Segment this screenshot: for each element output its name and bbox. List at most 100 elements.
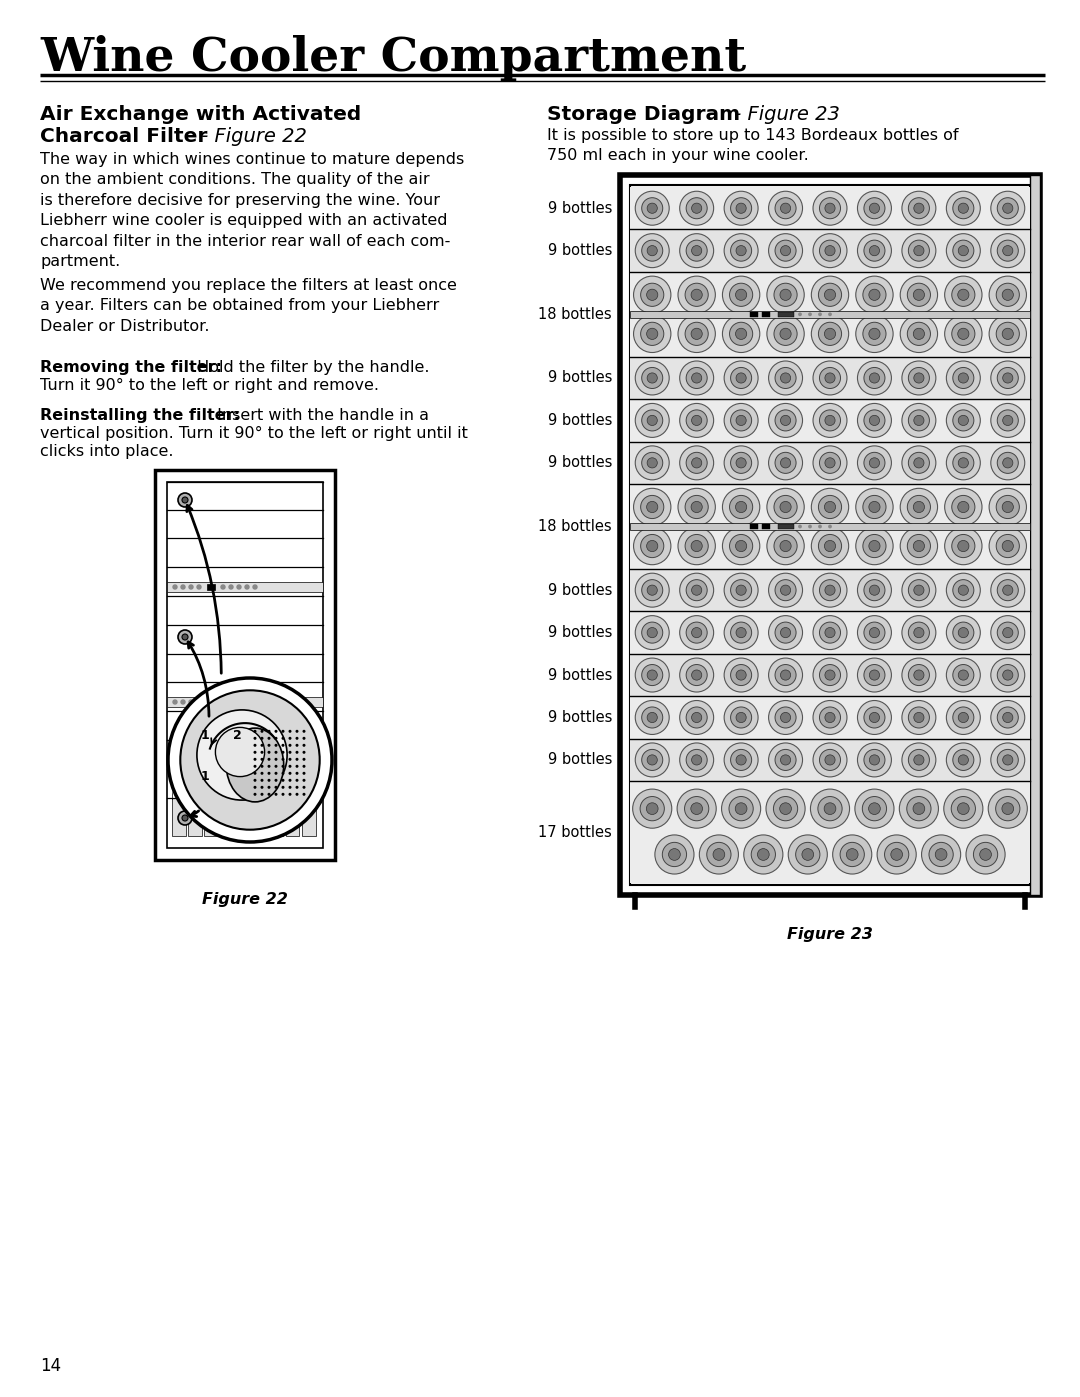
Circle shape [1002,502,1013,513]
Polygon shape [762,312,770,317]
Circle shape [858,404,891,437]
Circle shape [679,404,714,437]
Circle shape [723,277,760,313]
Circle shape [813,743,847,777]
Circle shape [988,789,1027,828]
Circle shape [825,203,835,214]
Circle shape [908,622,930,643]
Text: Hold the filter by the handle.: Hold the filter by the handle. [192,360,430,374]
Circle shape [869,246,879,256]
Circle shape [825,373,835,383]
Circle shape [958,585,969,595]
Circle shape [730,453,752,474]
Circle shape [863,323,886,345]
Circle shape [288,785,292,789]
Circle shape [237,585,241,590]
Circle shape [677,789,716,828]
Circle shape [774,496,797,518]
Circle shape [1002,541,1013,552]
Circle shape [864,749,885,771]
Circle shape [1002,585,1013,595]
Circle shape [946,191,981,225]
Circle shape [901,277,937,313]
Circle shape [635,743,670,777]
Text: 9 bottles: 9 bottles [548,583,612,598]
Circle shape [686,749,707,771]
Text: 17 bottles: 17 bottles [538,824,612,840]
Circle shape [735,585,746,595]
Circle shape [858,233,891,268]
Circle shape [901,316,937,352]
Circle shape [730,707,752,728]
Circle shape [989,527,1026,564]
Circle shape [775,707,796,728]
Circle shape [997,622,1018,643]
Circle shape [929,842,954,866]
Circle shape [189,700,193,704]
Circle shape [868,328,880,339]
Circle shape [260,771,264,775]
Circle shape [686,409,707,430]
Circle shape [775,367,796,388]
Circle shape [958,754,969,766]
Circle shape [642,749,663,771]
Circle shape [858,616,891,650]
Circle shape [833,835,872,875]
Circle shape [260,729,264,733]
Circle shape [946,404,981,437]
Circle shape [691,803,702,814]
Circle shape [282,764,284,768]
Circle shape [296,750,298,754]
Circle shape [946,658,981,692]
Circle shape [966,835,1005,875]
Circle shape [254,736,257,740]
Circle shape [825,671,835,680]
Circle shape [810,789,850,828]
Circle shape [647,246,658,256]
Circle shape [780,328,792,339]
Circle shape [254,771,257,775]
Circle shape [825,415,835,426]
Circle shape [990,743,1025,777]
Circle shape [775,409,796,430]
Circle shape [1002,203,1013,214]
Circle shape [678,527,715,564]
Polygon shape [620,175,1040,895]
Text: clicks into place.: clicks into place. [40,444,174,460]
Circle shape [254,785,257,789]
Circle shape [724,233,758,268]
Circle shape [647,712,658,722]
Circle shape [990,446,1025,479]
Circle shape [914,373,924,383]
Circle shape [691,502,702,513]
Circle shape [869,458,879,468]
Circle shape [946,700,981,735]
Circle shape [820,749,840,771]
Text: 9 bottles: 9 bottles [548,243,612,258]
Circle shape [724,191,758,225]
Circle shape [274,771,278,775]
Circle shape [679,573,714,608]
Circle shape [775,622,796,643]
Circle shape [1002,754,1013,766]
Text: 1: 1 [201,770,210,782]
Circle shape [282,750,284,754]
Text: - Figure 23: - Figure 23 [728,105,840,124]
Circle shape [945,489,982,525]
Circle shape [288,793,292,796]
Circle shape [824,289,836,300]
Circle shape [990,700,1025,735]
Circle shape [902,658,936,692]
Circle shape [662,842,687,866]
Circle shape [302,771,306,775]
Circle shape [691,203,702,214]
Circle shape [863,535,886,557]
Circle shape [997,665,1018,686]
Circle shape [855,527,893,564]
Circle shape [302,778,306,782]
Circle shape [181,585,185,590]
Circle shape [935,848,947,861]
Circle shape [868,289,880,300]
Circle shape [820,665,840,686]
Circle shape [189,585,193,590]
